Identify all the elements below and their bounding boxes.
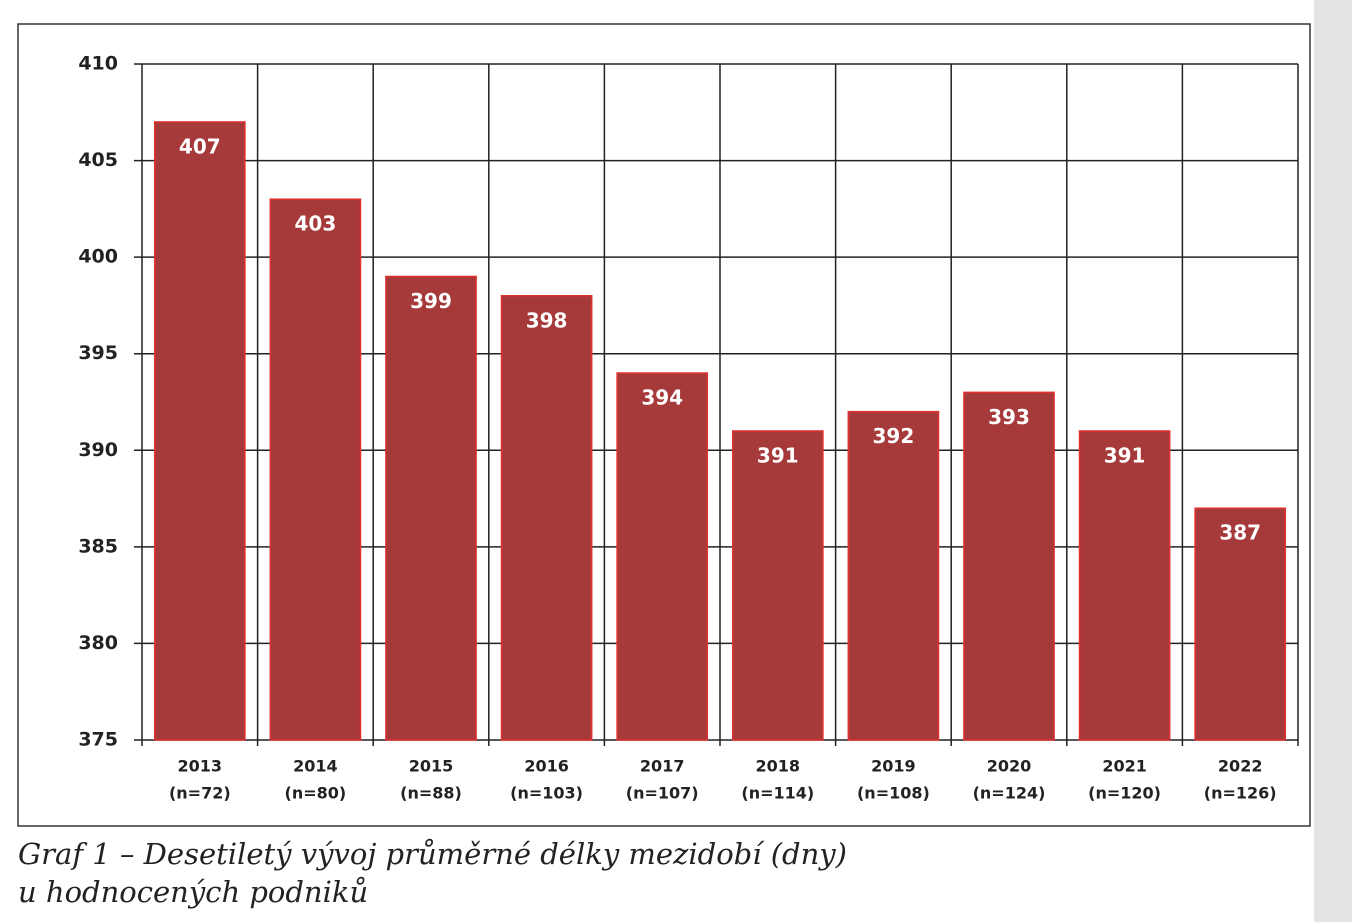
bar [269, 198, 362, 741]
x-tick-note: (n=107) [626, 784, 699, 803]
x-tick-note: (n=108) [857, 784, 930, 803]
value-label: 407 [179, 134, 221, 158]
x-tick-note: (n=80) [285, 784, 347, 803]
x-tick-note: (n=120) [1088, 784, 1161, 803]
x-tick-label: 2017 [640, 757, 685, 776]
y-tick-label: 410 [78, 53, 118, 75]
bar [963, 391, 1055, 741]
x-tick-label: 2015 [409, 757, 454, 776]
x-tick-label: 2019 [871, 757, 916, 776]
chart-frame [17, 23, 1311, 827]
y-tick-label: 390 [78, 439, 118, 461]
page-edge [1314, 0, 1352, 922]
x-tick-label: 2022 [1218, 757, 1263, 776]
bar [847, 410, 940, 741]
x-tick-note: (n=124) [973, 784, 1046, 803]
bar [1194, 507, 1287, 741]
value-label: 393 [988, 405, 1030, 429]
x-tick-note: (n=88) [400, 784, 462, 803]
x-tick-label: 2018 [756, 757, 801, 776]
y-tick-label: 405 [78, 149, 118, 171]
value-label: 391 [1104, 443, 1146, 467]
x-tick-label: 2016 [524, 757, 569, 776]
bar [731, 430, 824, 741]
value-label: 398 [526, 308, 568, 332]
bar [153, 121, 246, 741]
bar [616, 372, 709, 741]
value-label: 403 [295, 212, 337, 236]
bar [385, 275, 477, 741]
caption: u hodnocených podniků [18, 875, 368, 909]
x-tick-label: 2020 [987, 757, 1032, 776]
x-tick-note: (n=126) [1204, 784, 1277, 803]
x-tick-note: (n=72) [169, 784, 231, 803]
y-tick-label: 375 [78, 729, 118, 751]
x-tick-label: 2021 [1102, 757, 1147, 776]
y-tick-label: 395 [78, 342, 118, 364]
value-label: 391 [757, 443, 799, 467]
y-tick-label: 380 [78, 632, 118, 654]
bar [1078, 430, 1171, 741]
value-label: 392 [873, 424, 915, 448]
caption: Graf 1 – Desetiletý vývoj průměrné délky… [18, 837, 847, 871]
y-tick-label: 400 [78, 246, 118, 268]
value-label: 394 [641, 386, 683, 410]
x-tick-label: 2013 [178, 757, 223, 776]
y-tick-label: 385 [78, 535, 118, 557]
value-label: 399 [410, 289, 452, 313]
x-tick-note: (n=103) [510, 784, 583, 803]
bar [500, 295, 593, 741]
value-label: 387 [1219, 521, 1261, 545]
x-tick-note: (n=114) [741, 784, 814, 803]
x-tick-label: 2014 [293, 757, 338, 776]
